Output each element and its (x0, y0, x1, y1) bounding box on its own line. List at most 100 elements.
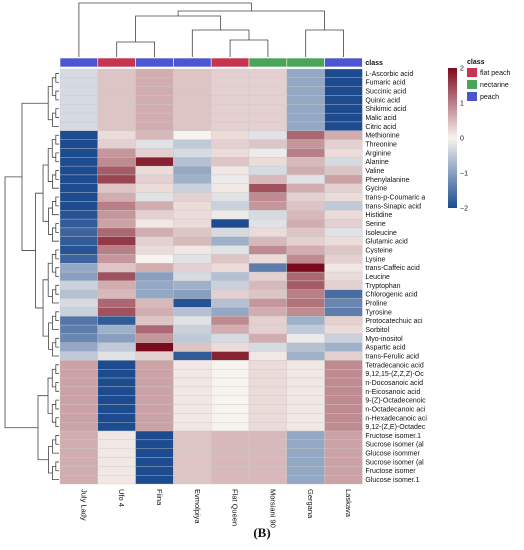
column-dendrogram-branch (305, 29, 344, 57)
heatmap-cell (97, 413, 136, 423)
heatmap-cell (135, 360, 174, 370)
heatmap-cell (211, 174, 250, 184)
row-dendrogram-branch (51, 254, 56, 273)
heatmap-cell (324, 130, 363, 140)
row-dendrogram-branch (48, 446, 53, 474)
heatmap-cell (286, 351, 325, 361)
heatmap-cell (173, 360, 212, 370)
heatmap-cell (248, 457, 287, 467)
row-label: Protocatechuic aci (365, 318, 423, 325)
heatmap-cell (211, 351, 250, 361)
heatmap-cell (286, 369, 325, 379)
row-dendrogram-branch (42, 279, 49, 337)
heatmap-cell (211, 307, 250, 317)
heatmap-cell (324, 377, 363, 388)
class-legend: class flat peach nectarine peach (467, 59, 510, 101)
heatmap-cell (211, 130, 250, 140)
heatmap-cell (173, 130, 212, 140)
heatmap-cell (97, 439, 136, 449)
heatmap-cell (248, 430, 287, 441)
row-labels: L-Ascorbic acid Fumaric acid Succinic acid… (365, 71, 427, 484)
heatmap-cell (97, 148, 136, 158)
heatmap-cell (59, 148, 98, 158)
heatmap-cell (211, 139, 250, 149)
heatmap-cell (248, 236, 287, 246)
row-dendrogram-branch (47, 86, 53, 121)
heatmap-cell (97, 210, 136, 220)
row-dendrogram-branch (55, 196, 59, 207)
heatmap-cell (286, 324, 325, 335)
heatmap-cell (59, 139, 98, 149)
heatmap-cell (211, 395, 250, 405)
class-cell-1 (59, 57, 99, 68)
heatmap-cell (286, 192, 325, 202)
heatmap-cell (135, 130, 174, 140)
heatmap-cell (248, 289, 287, 299)
heatmap-cell (248, 157, 287, 167)
row-label: Citric acid (365, 124, 396, 131)
heatmap-cell (135, 95, 174, 105)
row-label: Cysteine (365, 247, 392, 254)
heatmap-cell (59, 369, 98, 379)
heatmap-cell (248, 95, 287, 105)
heatmap-cell (324, 333, 363, 343)
heatmap-cell (59, 210, 98, 220)
row-label: 9,12-(Z,E)-Octadec (365, 424, 425, 431)
heatmap-cell (248, 77, 287, 87)
column-label: Flat Queen (231, 489, 240, 526)
heatmap-cell (248, 280, 287, 290)
heatmap-cell (286, 121, 325, 131)
heatmap-cell (324, 413, 363, 423)
row-dendrogram-branch (35, 192, 44, 309)
row-dendrogram-branch (55, 364, 59, 375)
heatmap-cell (135, 351, 174, 361)
heatmap-cell (211, 86, 250, 96)
class-cell-6 (248, 57, 288, 68)
class-legend-swatch (467, 68, 477, 77)
heatmap-cell (211, 201, 250, 211)
row-dendrogram-branch (51, 368, 56, 388)
column-dendrogram-branch (116, 41, 155, 57)
heatmap-cell (286, 245, 325, 255)
color-scale-legend: 2 1 0 −1 −2 (448, 66, 468, 213)
heatmap-cell (324, 439, 363, 449)
heatmap-cell (248, 174, 287, 184)
heatmap-cell (97, 369, 136, 379)
heatmap-cell (59, 280, 98, 290)
heatmap-cell (173, 218, 212, 229)
heatmap-cell (97, 430, 136, 441)
heatmap-cell (135, 174, 174, 184)
heatmap-cell (97, 86, 136, 96)
heatmap-cell (173, 377, 212, 388)
heatmap-cell (173, 68, 212, 79)
heatmap-cell (59, 227, 98, 237)
heatmap-cell (173, 289, 212, 299)
heatmap-cell (324, 324, 363, 335)
heatmap-cell (286, 210, 325, 220)
heatmap-cell (59, 377, 98, 388)
heatmap-cell (211, 236, 250, 246)
heatmap-cell (59, 316, 98, 326)
heatmap-cell (97, 77, 136, 87)
heatmap-cell (248, 377, 287, 388)
heatmap-cell (211, 121, 250, 131)
heatmap-cell (211, 448, 250, 458)
row-label: Shikimic acid (365, 106, 406, 113)
heatmap-cell (286, 254, 325, 264)
heatmap-cell (135, 404, 174, 414)
heatmap-cell (97, 324, 136, 335)
heatmap-cell (173, 210, 212, 220)
heatmap-cell (173, 298, 212, 308)
heatmap-cell (324, 475, 363, 485)
heatmap-cell (286, 289, 325, 299)
row-label: Tetradecanoic acid (365, 362, 423, 369)
heatmap-cell (324, 174, 363, 184)
heatmap-cell (173, 86, 212, 96)
row-dendrogram-branch (55, 399, 59, 410)
heatmap-cell (211, 68, 250, 79)
heatmap-cell (59, 351, 98, 361)
heatmap-cell (248, 404, 287, 414)
heatmap-cell (211, 210, 250, 220)
heatmap-cell (211, 289, 250, 299)
